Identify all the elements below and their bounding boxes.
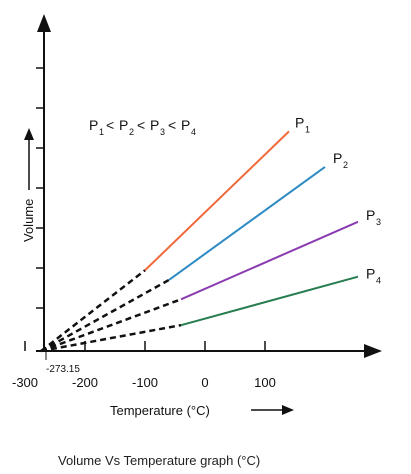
series-label-sub-p2: 2 xyxy=(343,160,348,170)
svg-text:1: 1 xyxy=(99,127,104,137)
x-tick-label: -200 xyxy=(72,375,98,390)
series-extrapolation-p4 xyxy=(40,323,182,353)
absolute-zero-label: -273.15 xyxy=(46,364,80,375)
svg-text:3: 3 xyxy=(160,127,165,137)
relation-text: P 1 < P 2 < P 3 < P 4 xyxy=(89,117,196,137)
series-line-p3 xyxy=(180,220,359,301)
svg-text:<: < xyxy=(168,117,176,133)
y-label-arrowhead xyxy=(24,128,34,140)
series-line-p2 xyxy=(168,166,326,281)
x-axis-label: Temperature (°C) xyxy=(110,403,210,418)
svg-text:P: P xyxy=(181,117,190,133)
x-label-arrowhead xyxy=(282,405,294,415)
series-group: P 1P 2P 3P 4 xyxy=(40,114,381,353)
svg-text:<: < xyxy=(106,117,114,133)
svg-text:<: < xyxy=(137,117,145,133)
y-axis-label: Volume xyxy=(21,199,36,242)
y-axis-label-group: Volume xyxy=(21,128,36,242)
series-label-sub-p4: 4 xyxy=(376,276,381,286)
x-tick-label: -300 xyxy=(12,375,38,390)
series-line-p4 xyxy=(180,275,359,327)
svg-text:2: 2 xyxy=(129,127,134,137)
x-tick-label: 100 xyxy=(254,375,276,390)
series-label-p3: P xyxy=(366,207,375,223)
chart-caption: Volume Vs Temperature graph (°C) xyxy=(58,453,260,468)
x-tick-label: 0 xyxy=(201,375,208,390)
series-label-sub-p3: 3 xyxy=(376,217,381,227)
series-line-p1 xyxy=(144,130,290,271)
series-label-sub-p1: 1 xyxy=(305,124,310,134)
svg-text:P: P xyxy=(119,117,128,133)
svg-text:P: P xyxy=(89,117,98,133)
x-axis-label-group: Temperature (°C) xyxy=(110,403,294,418)
y-axis-ticks xyxy=(36,67,44,309)
series-extrapolation-p1 xyxy=(40,269,146,352)
svg-text:4: 4 xyxy=(191,127,196,137)
series-label-p2: P xyxy=(333,150,342,166)
x-axis-arrow xyxy=(364,344,382,358)
series-extrapolation-p2 xyxy=(40,278,170,353)
series-extrapolation-p3 xyxy=(40,298,182,353)
series-label-p1: P xyxy=(295,114,304,130)
y-axis-arrow xyxy=(37,14,51,32)
x-tick-label: -100 xyxy=(132,375,158,390)
series-label-p4: P xyxy=(366,266,375,282)
svg-text:P: P xyxy=(150,117,159,133)
